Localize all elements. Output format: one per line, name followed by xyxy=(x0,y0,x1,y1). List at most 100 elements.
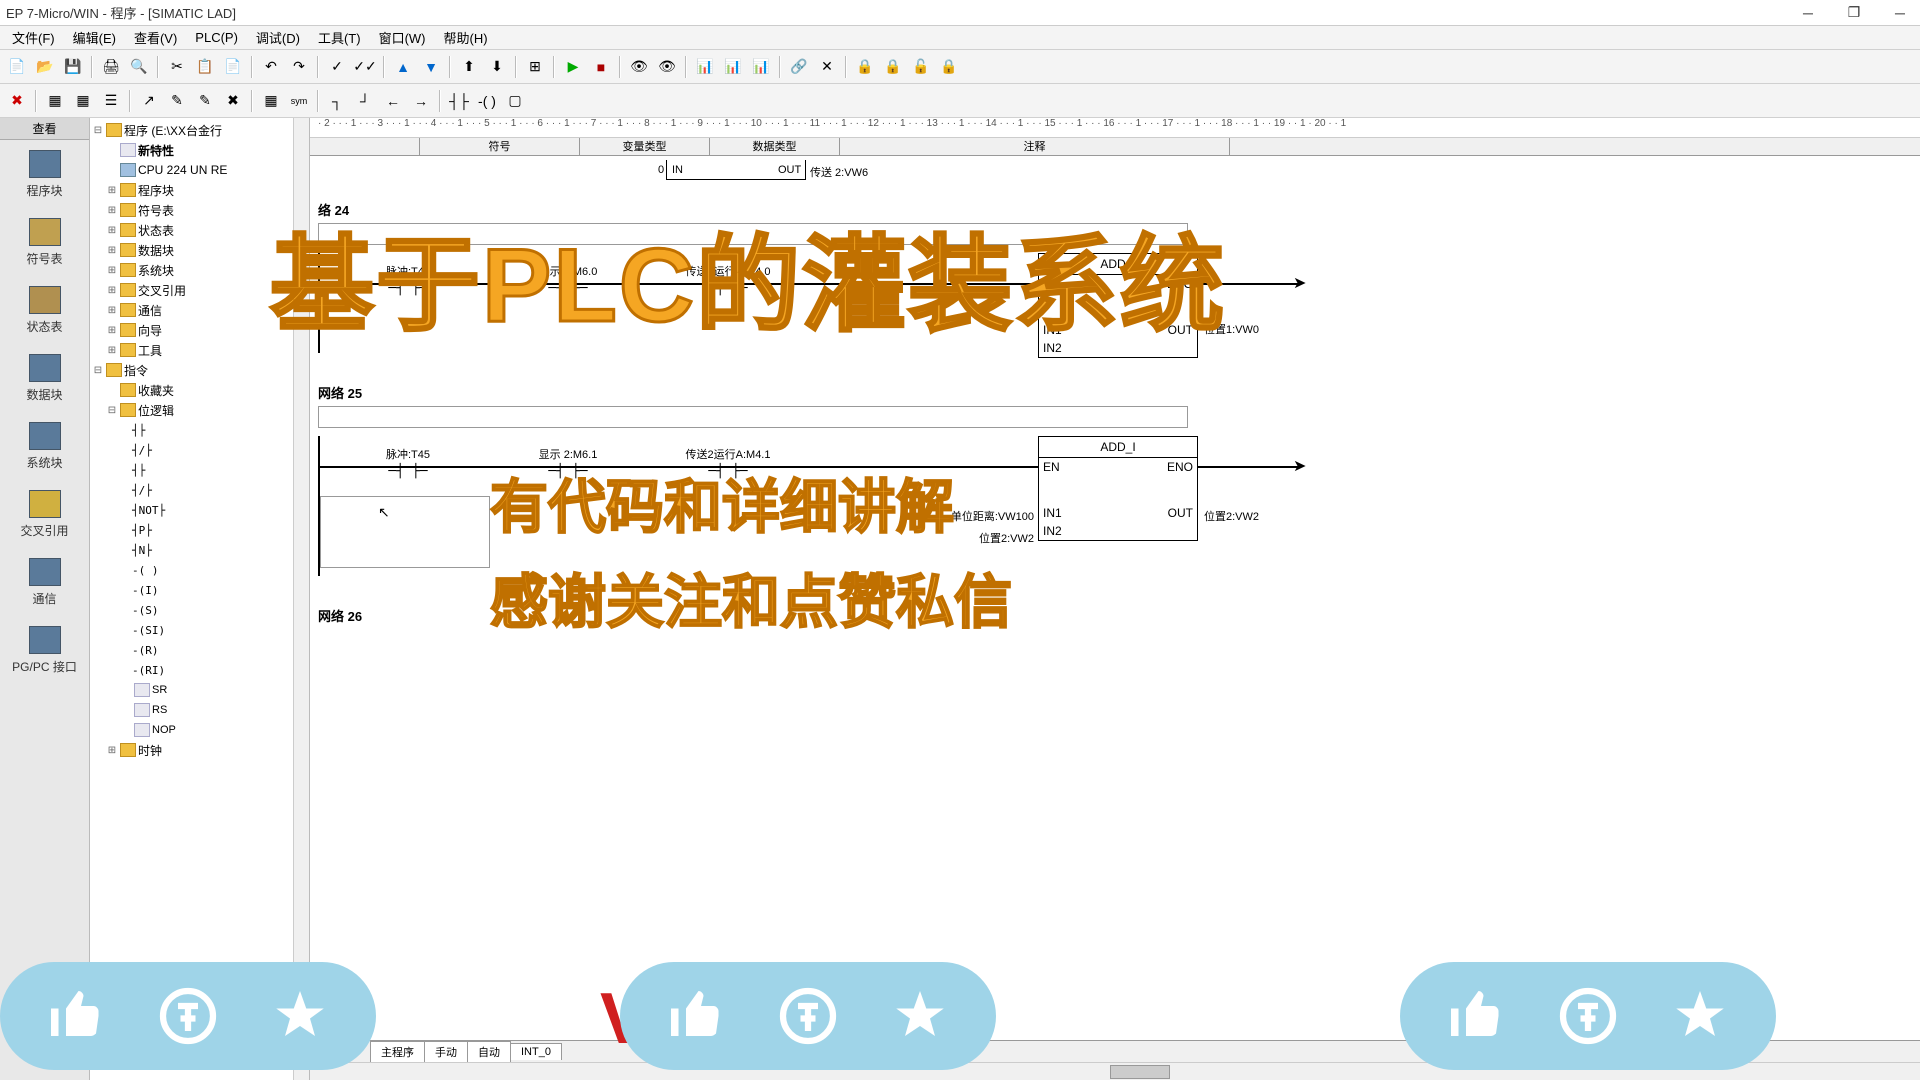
download-icon[interactable]: ▼ xyxy=(418,54,444,80)
grid3-icon[interactable]: ☰ xyxy=(98,88,124,114)
nav-program-block[interactable]: 程序块 xyxy=(0,140,89,208)
monitor-icon[interactable]: 👁 xyxy=(626,54,652,80)
sym2-icon[interactable]: sym xyxy=(286,88,312,114)
tree-prog-block[interactable]: ⊞程序块 xyxy=(92,180,307,200)
monitor2-icon[interactable]: 👁 xyxy=(654,54,680,80)
save-icon[interactable]: 💾 xyxy=(60,54,86,80)
menu-help[interactable]: 帮助(H) xyxy=(436,26,496,49)
copy-icon[interactable]: 📋 xyxy=(192,54,218,80)
tree-bit-0[interactable]: ┤├ xyxy=(92,420,307,440)
upload-icon[interactable]: ▲ xyxy=(390,54,416,80)
chart3-icon[interactable]: 📊 xyxy=(748,54,774,80)
lock4-icon[interactable]: 🔒 xyxy=(936,54,962,80)
preview-icon[interactable]: 🔍 xyxy=(126,54,152,80)
maximize-button[interactable]: ❐ xyxy=(1840,3,1868,23)
pill-2[interactable] xyxy=(620,962,996,1070)
tree-bit-9[interactable]: -(S) xyxy=(92,600,307,620)
net25-c1[interactable]: 脉冲:T45─┤ ├─ xyxy=(348,446,468,486)
close-button[interactable]: ─ xyxy=(1886,3,1914,23)
tree-instr[interactable]: ⊟指令 xyxy=(92,360,307,380)
nav-cross-ref[interactable]: 交叉引用 xyxy=(0,480,89,548)
tool1-icon[interactable]: ↗ xyxy=(136,88,162,114)
chart2-icon[interactable]: 📊 xyxy=(720,54,746,80)
menu-view[interactable]: 查看(V) xyxy=(126,26,185,49)
tree-bit-6[interactable]: ┤N├ xyxy=(92,540,307,560)
lock2-icon[interactable]: 🔒 xyxy=(880,54,906,80)
box-icon[interactable]: ▢ xyxy=(502,88,528,114)
chart1-icon[interactable]: 📊 xyxy=(692,54,718,80)
stop2-icon[interactable]: ✖ xyxy=(4,88,30,114)
tree-bit-13[interactable]: SR xyxy=(92,680,307,700)
unlink-icon[interactable]: ✕ xyxy=(814,54,840,80)
tree-new-feature[interactable]: 新特性 xyxy=(92,140,307,160)
wire-down-icon[interactable]: ┐ xyxy=(324,88,350,114)
tab-manual[interactable]: 手动 xyxy=(424,1041,468,1062)
selection-box[interactable] xyxy=(320,496,490,568)
compile-all-icon[interactable]: ✓✓ xyxy=(352,54,378,80)
minimize-button[interactable]: ─ xyxy=(1794,3,1822,23)
nav-system-block[interactable]: 系统块 xyxy=(0,412,89,480)
lock1-icon[interactable]: 🔒 xyxy=(852,54,878,80)
sym-icon[interactable]: ▦ xyxy=(258,88,284,114)
nav-data-block[interactable]: 数据块 xyxy=(0,344,89,412)
net25-block[interactable]: ADD_I ENENO IN1OUT IN2 xyxy=(1038,436,1198,541)
cut-icon[interactable]: ✂ xyxy=(164,54,190,80)
redo-icon[interactable]: ↷ xyxy=(286,54,312,80)
compile-icon[interactable]: ✓ xyxy=(324,54,350,80)
tree-bit-11[interactable]: -(R) xyxy=(92,640,307,660)
wire-right-icon[interactable]: → xyxy=(408,88,434,114)
lock3-icon[interactable]: 🔓 xyxy=(908,54,934,80)
tool2-icon[interactable]: ✎ xyxy=(164,88,190,114)
run-icon[interactable]: ▶ xyxy=(560,54,586,80)
new-icon[interactable]: 📄 xyxy=(4,54,30,80)
tree-bit-7[interactable]: -( ) xyxy=(92,560,307,580)
tree-bit-10[interactable]: -(SI) xyxy=(92,620,307,640)
link-icon[interactable]: 🔗 xyxy=(786,54,812,80)
wire-up-icon[interactable]: ┘ xyxy=(352,88,378,114)
tree-fav[interactable]: 收藏夹 xyxy=(92,380,307,400)
nav-pgpc[interactable]: PG/PC 接口 xyxy=(0,616,89,684)
wire-left-icon[interactable]: ← xyxy=(380,88,406,114)
tree-bit-3[interactable]: ┤/├ xyxy=(92,480,307,500)
undo-icon[interactable]: ↶ xyxy=(258,54,284,80)
nav-comm[interactable]: 通信 xyxy=(0,548,89,616)
tool3-icon[interactable]: ✎ xyxy=(192,88,218,114)
menu-edit[interactable]: 编辑(E) xyxy=(65,26,124,49)
options-icon[interactable]: ⊞ xyxy=(522,54,548,80)
nav-symbol-table[interactable]: 符号表 xyxy=(0,208,89,276)
tree-bitlogic[interactable]: ⊟位逻辑 xyxy=(92,400,307,420)
tree-bit-15[interactable]: NOP xyxy=(92,720,307,740)
menu-file[interactable]: 文件(F) xyxy=(4,26,63,49)
tree-bit-14[interactable]: RS xyxy=(92,700,307,720)
contact-icon[interactable]: ┤├ xyxy=(446,88,472,114)
tab-main[interactable]: 主程序 xyxy=(370,1041,425,1062)
grid1-icon[interactable]: ▦ xyxy=(42,88,68,114)
tree-cpu[interactable]: CPU 224 UN RE xyxy=(92,160,307,180)
tool4-icon[interactable]: ✖ xyxy=(220,88,246,114)
tab-auto[interactable]: 自动 xyxy=(467,1041,511,1062)
pill-1[interactable] xyxy=(0,962,376,1070)
stop-icon[interactable]: ■ xyxy=(588,54,614,80)
sort-asc-icon[interactable]: ⬆ xyxy=(456,54,482,80)
grid2-icon[interactable]: ▦ xyxy=(70,88,96,114)
menu-debug[interactable]: 调试(D) xyxy=(248,26,308,49)
pill-3[interactable] xyxy=(1400,962,1776,1070)
tree-bit-12[interactable]: -(RI) xyxy=(92,660,307,680)
nav-status-table[interactable]: 状态表 xyxy=(0,276,89,344)
tree-bit-2[interactable]: ┤├ xyxy=(92,460,307,480)
tree-bit-4[interactable]: ┤NOT├ xyxy=(92,500,307,520)
menu-window[interactable]: 窗口(W) xyxy=(371,26,434,49)
tab-int0[interactable]: INT_0 xyxy=(510,1043,562,1060)
tree-clock[interactable]: ⊞时钟 xyxy=(92,740,307,760)
tree-bit-1[interactable]: ┤/├ xyxy=(92,440,307,460)
paste-icon[interactable]: 📄 xyxy=(220,54,246,80)
tree-root[interactable]: ⊟程序 (E:\XX台金行 xyxy=(92,120,307,140)
menu-plc[interactable]: PLC(P) xyxy=(187,28,246,47)
tree-bit-8[interactable]: -(I) xyxy=(92,580,307,600)
open-icon[interactable]: 📂 xyxy=(32,54,58,80)
net25-comment[interactable] xyxy=(318,406,1188,428)
tree-bit-5[interactable]: ┤P├ xyxy=(92,520,307,540)
coil-icon[interactable]: -( ) xyxy=(474,88,500,114)
menu-tools[interactable]: 工具(T) xyxy=(310,26,369,49)
print-icon[interactable]: 🖨 xyxy=(98,54,124,80)
